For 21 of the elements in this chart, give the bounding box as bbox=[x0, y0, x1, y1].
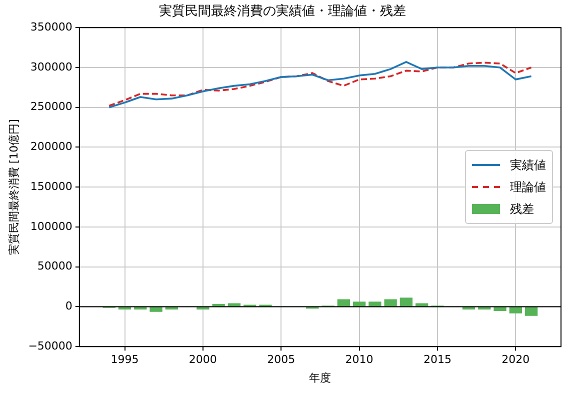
x-tick-label: 1995 bbox=[110, 353, 139, 366]
chart-title: 実質民間最終消費の実績値・理論値・残差 bbox=[159, 3, 406, 20]
y-tick-label: −50000 bbox=[28, 339, 72, 352]
x-tick-label: 2020 bbox=[502, 353, 530, 366]
x-tick-label: 2005 bbox=[267, 353, 296, 366]
legend-label: 理論値 bbox=[510, 178, 546, 196]
y-tick-label: 150000 bbox=[30, 180, 72, 193]
legend-label: 残差 bbox=[510, 200, 534, 218]
y-axis-title: 実質民間最終消費 [10億円] bbox=[7, 119, 20, 256]
y-tick-label: 350000 bbox=[30, 20, 72, 34]
y-tick-label: 300000 bbox=[30, 60, 72, 74]
y-tick-label: 250000 bbox=[30, 100, 72, 114]
y-tick-label: 100000 bbox=[30, 220, 72, 233]
x-axis-title: 年度 bbox=[309, 371, 332, 384]
x-tick-label: 2010 bbox=[345, 353, 374, 366]
x-tick-label: 2000 bbox=[188, 353, 217, 366]
legend-label: 実績値 bbox=[510, 156, 546, 174]
y-tick-label: 50000 bbox=[37, 260, 72, 273]
x-tick-label: 2015 bbox=[423, 353, 452, 366]
y-tick-label: 0 bbox=[65, 300, 72, 313]
y-tick-label: 200000 bbox=[30, 140, 72, 154]
